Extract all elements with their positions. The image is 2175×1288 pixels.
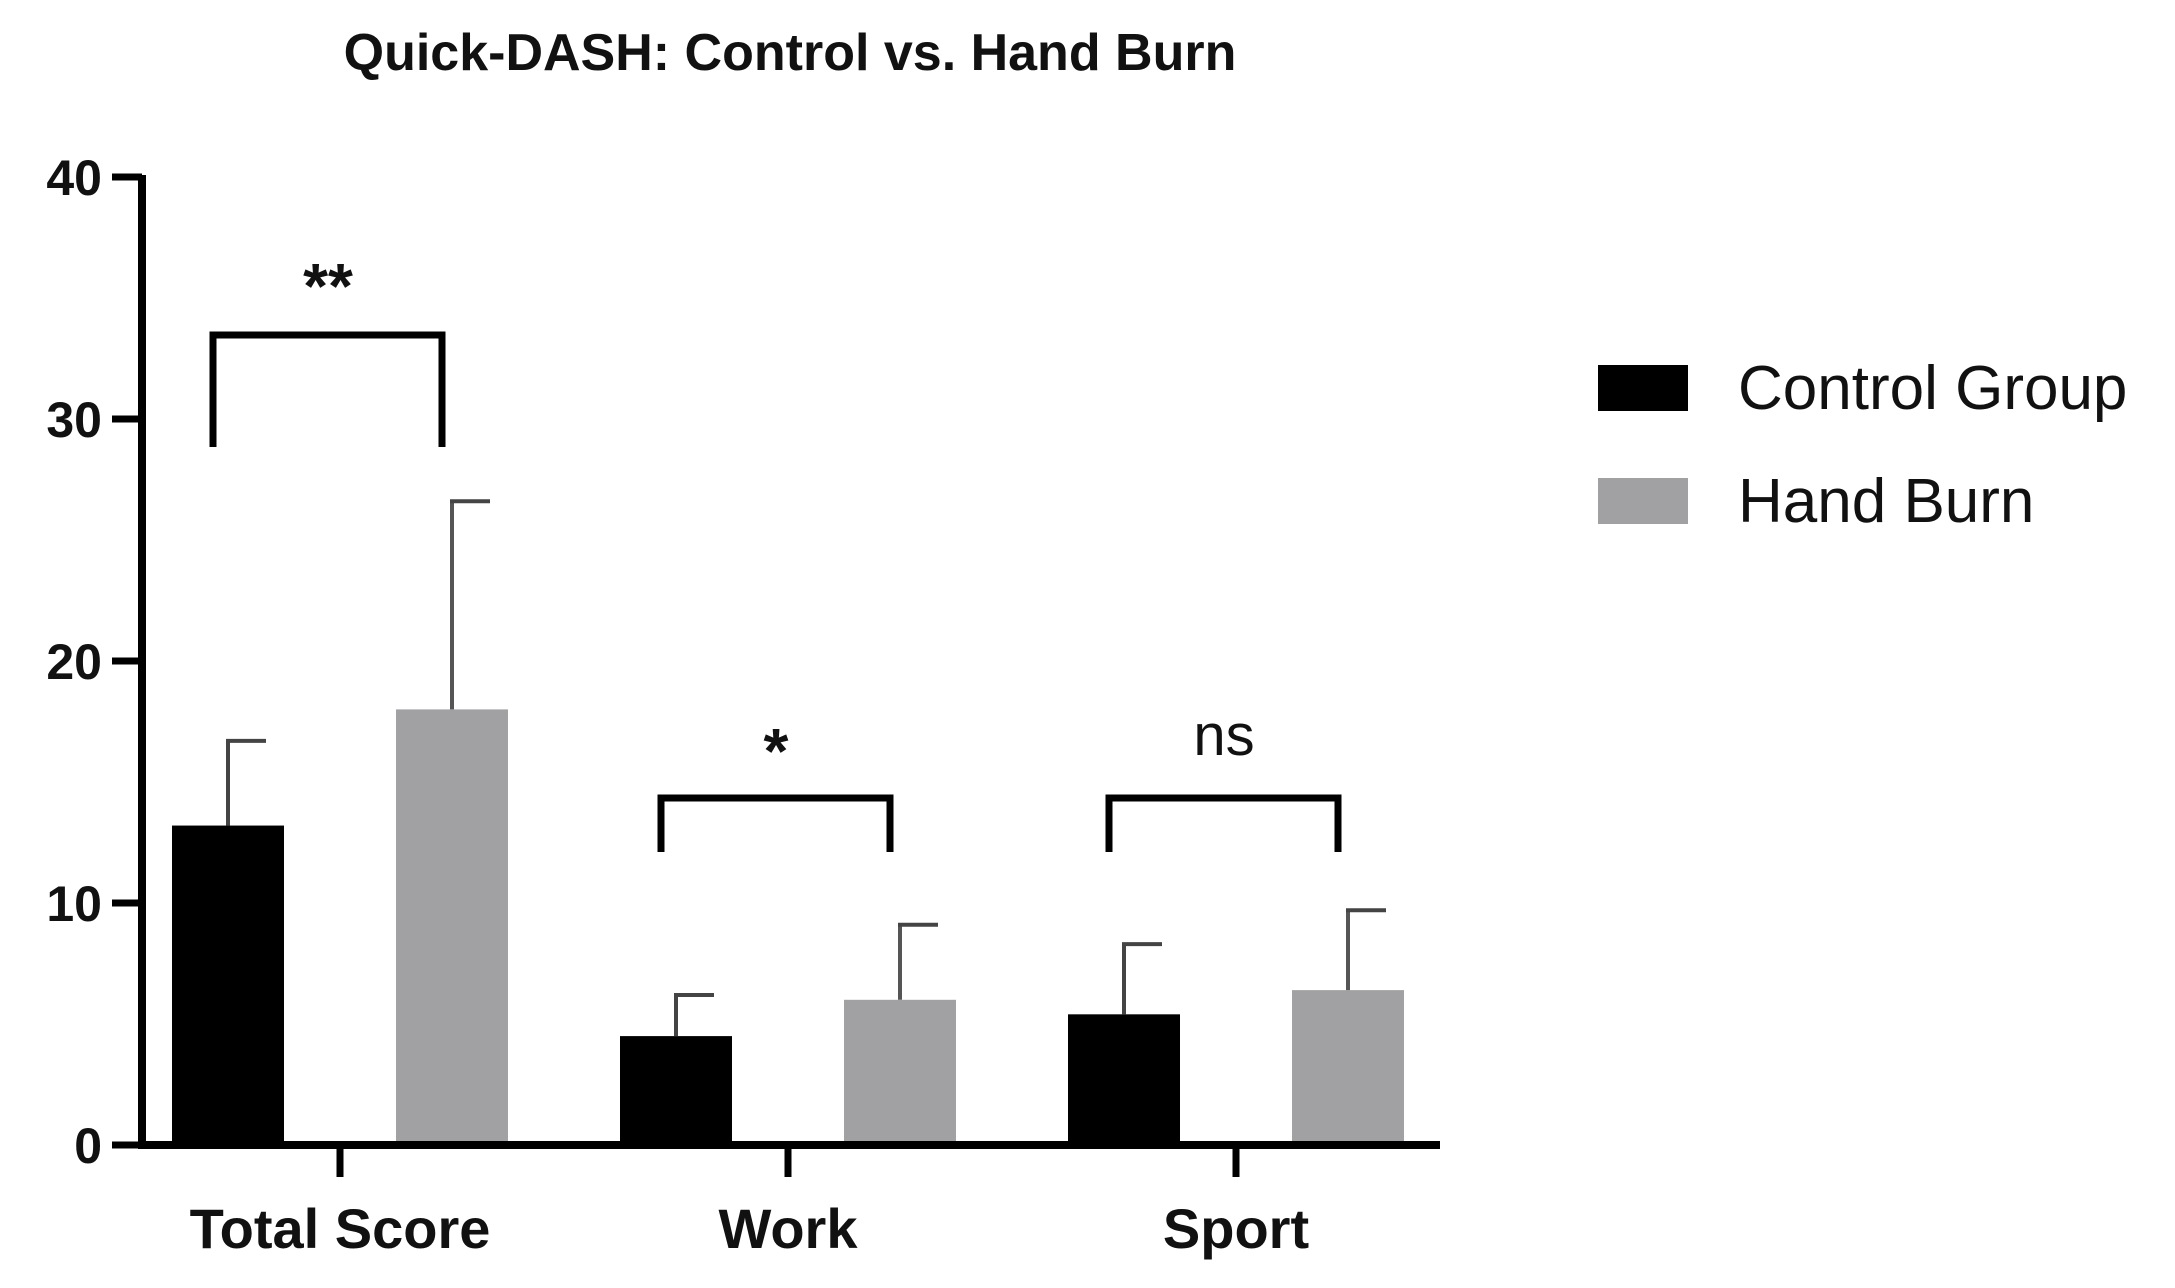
significance-label: ** [303, 250, 353, 322]
y-tick-label: 10 [46, 876, 102, 932]
bar-control [620, 1036, 732, 1141]
y-tick-label: 30 [46, 392, 102, 448]
legend-swatch-hand-burn [1598, 478, 1688, 524]
y-tick-label: 20 [46, 634, 102, 690]
legend-label: Hand Burn [1738, 467, 2034, 536]
x-tick-label: Total Score [190, 1197, 491, 1260]
x-tick-label: Work [719, 1197, 859, 1260]
y-tick-label: 0 [74, 1118, 102, 1174]
significance-bracket [1105, 794, 1342, 852]
bar-hand-burn [844, 999, 956, 1141]
legend: Control Group Hand Burn [1598, 354, 2127, 536]
bar-control [1068, 1014, 1180, 1141]
significance-label: * [764, 715, 789, 787]
bar-control [172, 825, 284, 1141]
significance-bracket [209, 331, 446, 447]
y-tick-label: 40 [46, 150, 102, 206]
x-tick-label: Sport [1163, 1197, 1309, 1260]
bar-hand-burn [1292, 990, 1404, 1141]
significance-label: ns [1193, 703, 1254, 768]
bar-hand-burn [396, 709, 508, 1141]
significance-bracket [657, 794, 894, 852]
plot-area: 0 10 20 30 40 Total Score ** Work * Sport ns [46, 150, 1440, 1260]
legend-swatch-control [1598, 365, 1688, 411]
chart-title: Quick-DASH: Control vs. Hand Burn [344, 24, 1237, 82]
legend-label: Control Group [1738, 354, 2127, 423]
